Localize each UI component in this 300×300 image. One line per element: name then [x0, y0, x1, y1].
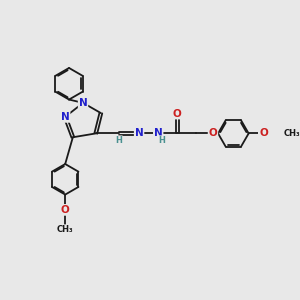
Text: N: N	[154, 128, 163, 138]
Text: O: O	[173, 109, 182, 118]
Text: O: O	[259, 128, 268, 138]
Text: N: N	[79, 98, 87, 108]
Text: N: N	[135, 128, 143, 138]
Text: CH₃: CH₃	[284, 129, 300, 138]
Text: O: O	[208, 128, 217, 138]
Text: H: H	[158, 136, 165, 145]
Text: O: O	[61, 205, 70, 215]
Text: CH₃: CH₃	[57, 225, 74, 234]
Text: H: H	[115, 136, 122, 145]
Text: N: N	[61, 112, 70, 122]
